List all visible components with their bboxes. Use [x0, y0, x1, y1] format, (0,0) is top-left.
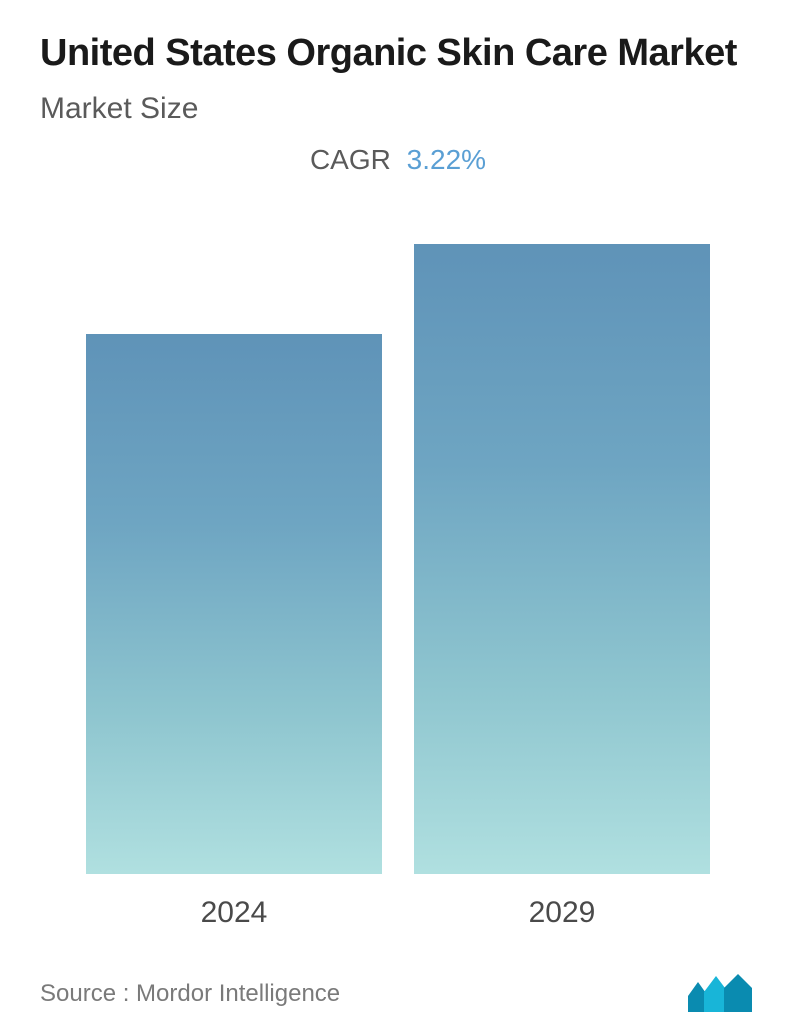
bar-group-2029: 2029 [414, 244, 709, 930]
chart-title: United States Organic Skin Care Market [40, 30, 756, 78]
bar-label-2029: 2029 [529, 896, 596, 930]
brand-logo [686, 974, 756, 1014]
bar-label-2024: 2024 [201, 896, 268, 930]
bar-group-2024: 2024 [86, 334, 381, 930]
cagr-value: 3.22% [407, 144, 486, 175]
chart-subtitle: Market Size [40, 92, 756, 126]
chart-container: United States Organic Skin Care Market M… [0, 0, 796, 1034]
bar-2029 [414, 244, 709, 874]
cagr-label: CAGR [310, 144, 391, 175]
footer: Source : Mordor Intelligence [40, 960, 756, 1014]
mordor-logo-icon [686, 974, 756, 1014]
source-text: Source : Mordor Intelligence [40, 980, 340, 1008]
cagr-row: CAGR 3.22% [40, 144, 756, 176]
chart-area: 2024 2029 [40, 206, 756, 951]
bar-2024 [86, 334, 381, 874]
